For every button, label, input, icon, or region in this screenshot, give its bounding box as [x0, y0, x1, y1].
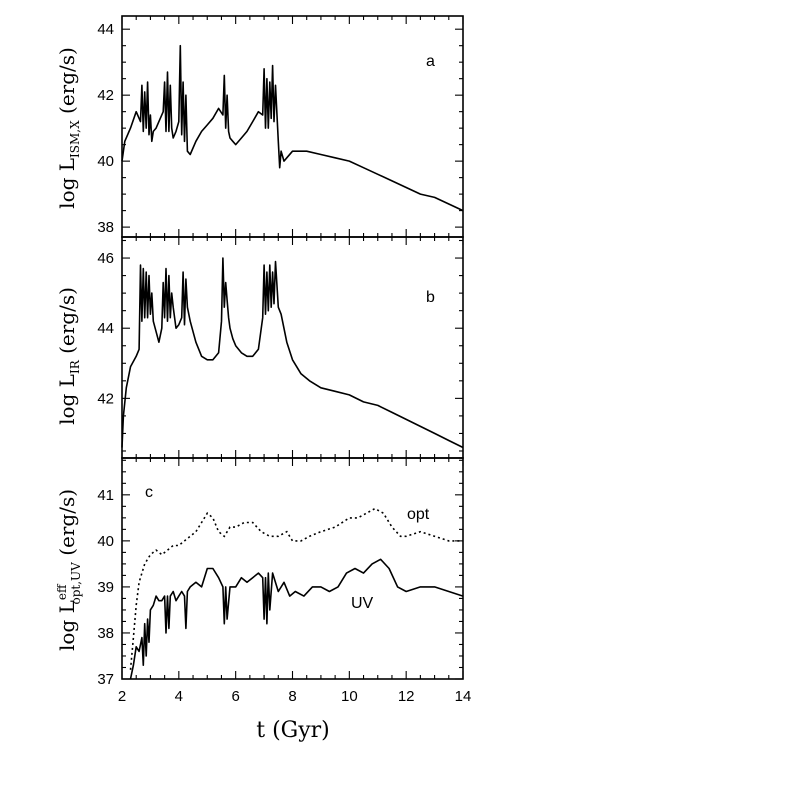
panel-c-y-tick-labels: 37 38 39 40 41 — [97, 487, 114, 688]
panel-a-ticks — [121, 16, 464, 237]
panel-c-ticks — [121, 458, 464, 680]
x-tick-label: 10 — [341, 688, 358, 705]
series-line-l-ir — [121, 257, 464, 449]
y-tick-label: 42 — [97, 87, 114, 104]
x-tick-label: 2 — [118, 688, 126, 705]
panel-c: 37 38 39 40 41 2 4 6 8 10 12 14 c opt UV log Leffo… — [55, 457, 472, 705]
y-tick-label: 38 — [97, 219, 114, 236]
panel-a: 38 40 42 44 a log LISM,X (erg/s) — [55, 15, 464, 238]
series-line-l-ism-x — [121, 44, 464, 212]
panel-b-letter: b — [426, 289, 435, 306]
x-tick-label: 8 — [288, 688, 296, 705]
y-tick-label: 44 — [97, 320, 114, 337]
panel-b-y-axis-title: log LIR (erg/s) — [55, 287, 82, 425]
panel-a-y-axis-title: log LISM,X (erg/s) — [55, 47, 82, 209]
y-tick-label: 42 — [97, 390, 114, 407]
y-tick-label: 40 — [97, 153, 114, 170]
y-tick-label: 46 — [97, 250, 114, 267]
panel-b-series — [121, 257, 464, 449]
panel-c-letter: c — [145, 484, 153, 501]
panel-a-frame — [121, 15, 464, 238]
series-line-opt — [129, 507, 463, 670]
x-axis-title: t (Gyr) — [256, 718, 330, 743]
panel-b-frame — [121, 236, 464, 459]
series-label-opt: opt — [407, 506, 430, 523]
y-tick-label: 41 — [97, 487, 114, 504]
y-tick-label: 38 — [97, 625, 114, 642]
panel-b-ticks — [121, 237, 464, 458]
x-tick-labels: 2 4 6 8 10 12 14 — [118, 688, 472, 705]
x-tick-label: 4 — [175, 688, 183, 705]
x-tick-label: 14 — [455, 688, 472, 705]
panel-c-series — [129, 507, 464, 680]
series-label-uv: UV — [351, 595, 374, 612]
x-tick-label: 12 — [398, 688, 415, 705]
y-tick-label: 44 — [97, 21, 114, 38]
panel-a-letter: a — [426, 53, 435, 70]
y-tick-label: 40 — [97, 533, 114, 550]
y-tick-label: 37 — [97, 671, 114, 688]
panel-b-y-tick-labels: 42 44 46 — [97, 250, 114, 407]
panel-c-frame — [121, 457, 464, 680]
series-line-uv — [129, 558, 464, 680]
x-tick-label: 6 — [231, 688, 239, 705]
panel-a-series — [121, 44, 464, 212]
panel-c-y-axis-title: log Leffopt,UV (erg/s) — [55, 489, 83, 651]
panel-a-y-tick-labels: 38 40 42 44 — [97, 21, 114, 236]
panel-b: 42 44 46 b log LIR (erg/s) — [55, 236, 464, 459]
y-tick-label: 39 — [97, 579, 114, 596]
